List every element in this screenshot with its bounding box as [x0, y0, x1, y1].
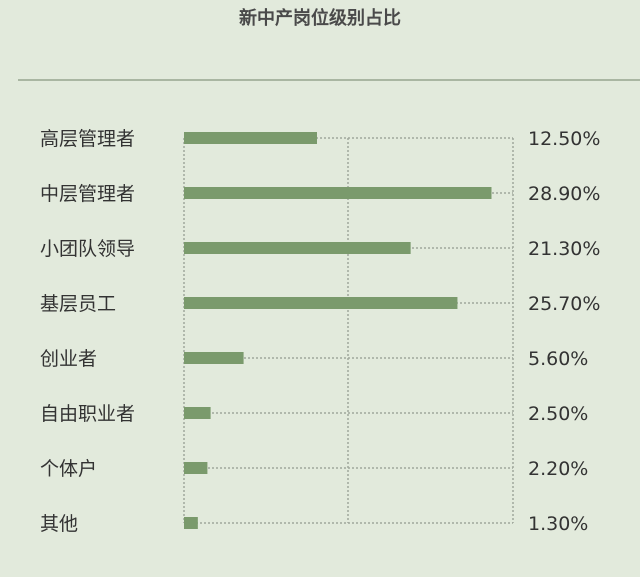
value-label: 12.50%: [528, 128, 600, 150]
value-label: 21.30%: [528, 238, 600, 260]
category-label: 创业者: [40, 348, 97, 370]
value-label: 2.20%: [528, 458, 588, 480]
category-label: 基层员工: [40, 293, 116, 315]
category-label: 小团队领导: [40, 238, 135, 260]
value-label: 25.70%: [528, 293, 600, 315]
category-label: 高层管理者: [40, 128, 135, 150]
value-label: 5.60%: [528, 348, 588, 370]
bar: [184, 242, 411, 254]
bar: [184, 352, 244, 364]
bar: [184, 462, 208, 474]
bar: [184, 187, 492, 199]
bar: [184, 407, 211, 419]
title-divider: [18, 79, 640, 81]
chart-title: 新中产岗位级别占比: [239, 8, 401, 29]
category-label: 个体户: [40, 458, 97, 480]
category-label: 中层管理者: [40, 183, 135, 205]
bar: [184, 517, 198, 529]
bar: [184, 297, 458, 309]
value-label: 28.90%: [528, 183, 600, 205]
value-label: 1.30%: [528, 513, 588, 535]
bar: [184, 132, 317, 144]
category-label: 自由职业者: [40, 403, 135, 425]
value-label: 2.50%: [528, 403, 588, 425]
category-label: 其他: [40, 513, 78, 535]
